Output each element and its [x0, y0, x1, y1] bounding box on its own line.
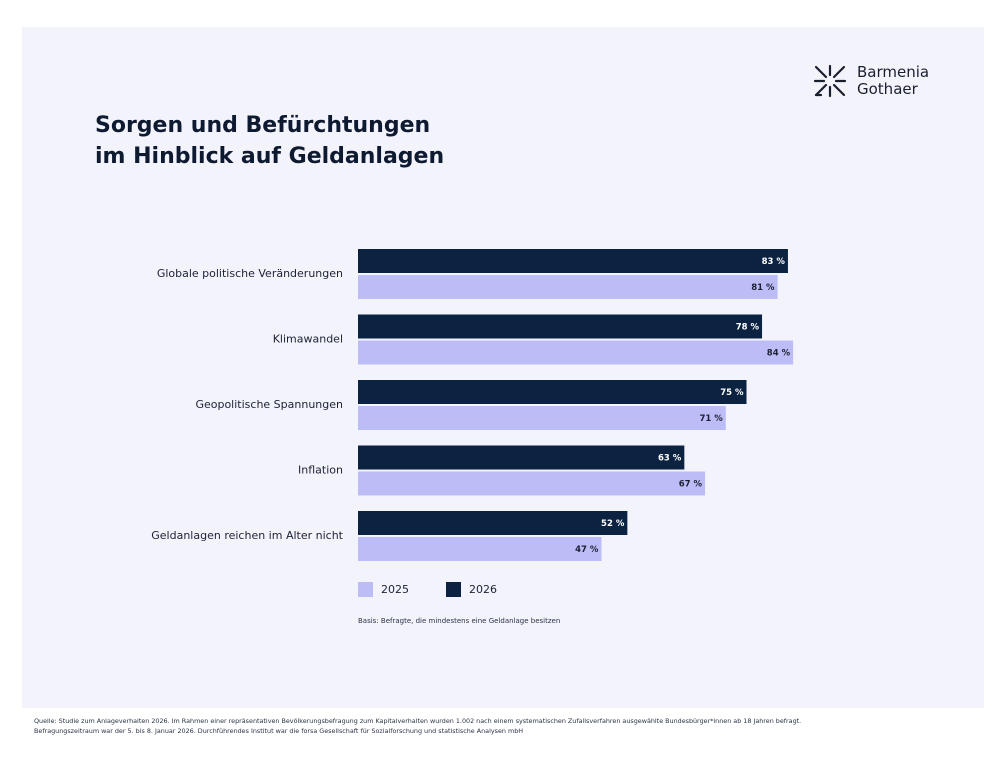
source-note: Quelle: Studie zum Anlageverhalten 2026.…: [34, 716, 974, 736]
value-label-2025: 47 %: [575, 545, 599, 555]
bar-2025: [358, 340, 794, 365]
chart-title: Sorgen und Befürchtungen im Hinblick auf…: [95, 110, 444, 172]
starburst-logo-icon: [813, 64, 847, 98]
value-label-2025: 67 %: [679, 480, 703, 490]
category-label: Geldanlagen reichen im Alter nicht: [151, 529, 343, 542]
value-label-2026: 78 %: [736, 323, 760, 333]
legend-swatch-2025: [358, 582, 373, 597]
bar-2026: [358, 380, 747, 404]
bar-2026: [358, 314, 763, 339]
value-label-2025: 84 %: [767, 349, 791, 359]
category-label: Geopolitische Spannungen: [195, 398, 343, 411]
chart-title-line1: Sorgen und Befürchtungen: [95, 113, 431, 138]
value-label-2025: 71 %: [699, 414, 723, 424]
bar-2025: [358, 471, 706, 496]
bar-2026: [358, 511, 628, 535]
bar-2025: [358, 275, 778, 299]
value-label-2026: 52 %: [601, 519, 625, 529]
basis-note: Basis: Befragte, die mindestens eine Gel…: [358, 617, 561, 625]
brand-name-line1: Barmenia: [857, 63, 930, 81]
brand-name-line2: Gothaer: [857, 80, 918, 98]
value-label-2025: 81 %: [751, 283, 775, 293]
chart-panel: [22, 27, 984, 708]
source-line2: Befragungszeitraum war der 5. bis 8. Jan…: [34, 727, 524, 735]
brand-name: Barmenia Gothaer: [857, 64, 929, 98]
category-label: Globale politische Veränderungen: [157, 267, 343, 280]
chart-title-line2: im Hinblick auf Geldanlagen: [95, 144, 445, 169]
value-label-2026: 63 %: [658, 454, 682, 464]
brand-logo: Barmenia Gothaer: [813, 64, 929, 98]
bar-2025: [358, 406, 726, 430]
source-line1: Quelle: Studie zum Anlageverhalten 2026.…: [34, 717, 802, 725]
category-label: Inflation: [298, 464, 343, 477]
bar-2026: [358, 445, 685, 470]
bar-2025: [358, 537, 602, 561]
bar-2026: [358, 249, 788, 273]
value-label-2026: 75 %: [720, 388, 744, 398]
legend-swatch-2026: [446, 582, 461, 597]
category-label: Klimawandel: [273, 333, 343, 346]
legend-label-2026: 2026: [469, 583, 497, 596]
legend-label-2025: 2025: [381, 583, 409, 596]
value-label-2026: 83 %: [762, 257, 786, 267]
